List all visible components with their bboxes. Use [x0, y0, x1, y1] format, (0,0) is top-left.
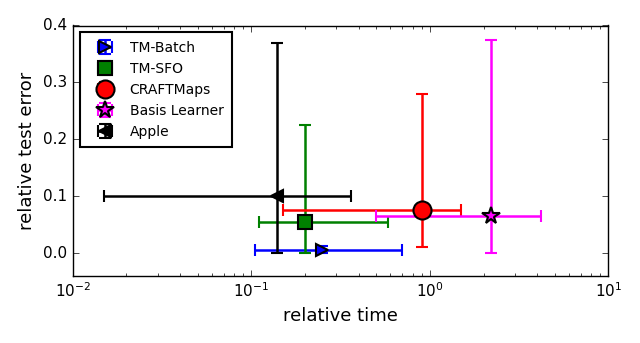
Legend: TM-Batch, TM-SFO, CRAFTMaps, Basis Learner, Apple: TM-Batch, TM-SFO, CRAFTMaps, Basis Learn… [80, 33, 232, 147]
Y-axis label: relative test error: relative test error [18, 72, 36, 230]
X-axis label: relative time: relative time [283, 307, 398, 325]
